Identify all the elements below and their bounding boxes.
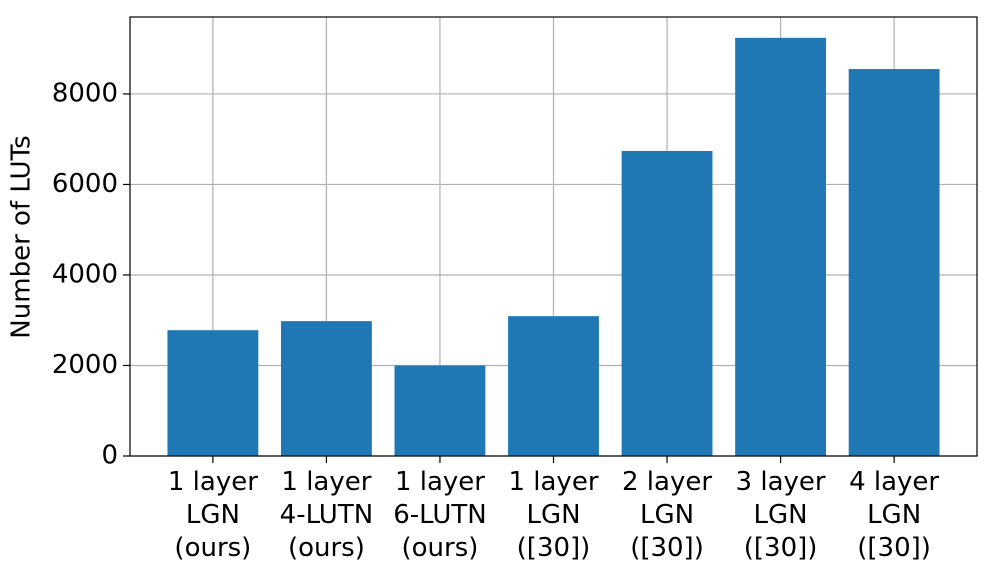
bar (281, 321, 372, 456)
bar (394, 365, 486, 456)
bar (735, 37, 826, 457)
x-tick-label: 1 layer 4-LUTN (ours) (280, 467, 373, 563)
plot-frame (129, 16, 978, 457)
y-tick-label: 2000 (52, 350, 118, 380)
x-tick-label: 3 layer LGN ([30]) (736, 467, 826, 563)
bar (848, 69, 940, 457)
bar (621, 150, 713, 456)
bar (508, 316, 599, 456)
y-tick-label: 0 (101, 441, 118, 471)
x-tick-label: 1 layer 6-LUTN (ours) (393, 467, 486, 563)
x-tick-label: 1 layer LGN (ours) (168, 467, 258, 563)
y-tick-label: 8000 (52, 78, 118, 108)
x-tick-label: 1 layer LGN ([30]) (508, 467, 598, 563)
y-tick-label: 6000 (52, 169, 118, 199)
x-tick-label: 2 layer LGN ([30]) (622, 467, 712, 563)
x-tick-label: 4 layer LGN ([30]) (849, 467, 939, 563)
y-tick-label: 4000 (52, 259, 118, 289)
bar (167, 330, 259, 456)
y-axis-label: Number of LUTs (7, 135, 37, 338)
